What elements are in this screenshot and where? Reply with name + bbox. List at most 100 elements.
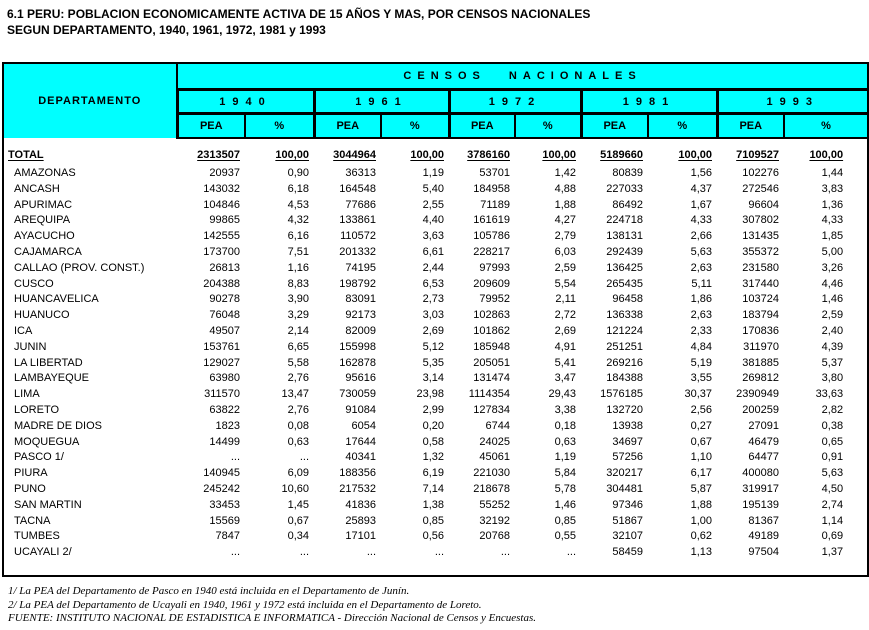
pct-cell: 3,80 [821, 372, 844, 385]
table-row: AREQUIPA 99865 4,32 133861 4,40 161619 4,27 224… [3, 213, 868, 229]
pea-cell: 170836 [742, 324, 779, 337]
pea-cell: 40341 [345, 451, 376, 464]
pea-cell: 101862 [473, 324, 510, 337]
pct-cell: 2,69 [554, 324, 576, 337]
pct-cell: 2,72 [554, 309, 576, 322]
pct-cell: 3,29 [287, 309, 309, 322]
pct-cell: 0,27 [690, 419, 712, 432]
pea-cell: 311970 [743, 340, 779, 353]
pea-cell: 97346 [612, 498, 643, 511]
pea-cell: 140945 [203, 467, 240, 480]
department-column-header: DEPARTAMENTO [3, 63, 178, 138]
pct-cell: 5,63 [821, 467, 844, 480]
pct-cell: 100,00 [678, 149, 712, 161]
pct-cell: 5,58 [287, 356, 309, 369]
pea-cell: 132720 [606, 403, 643, 416]
pct-header-1972: % [514, 113, 581, 139]
year-header-1940: 1940 [175, 89, 314, 115]
pea-header-1993: PEA [715, 113, 784, 139]
pct-cell: 30,37 [684, 388, 712, 401]
pct-cell: 8,83 [287, 277, 309, 290]
table-row: LORETO 63822 2,76 91084 2,99 127834 3,38 132720… [3, 403, 868, 419]
pct-cell: 1,14 [821, 514, 844, 527]
pct-cell: 2,76 [287, 372, 309, 385]
pct-cell: 5,84 [554, 467, 576, 480]
pea-cell: 51867 [612, 514, 643, 527]
pct-cell: 33,63 [815, 388, 844, 401]
pct-cell: 2,55 [422, 198, 444, 211]
department-cell: TACNA [14, 514, 51, 527]
pea-header-1972: PEA [447, 113, 515, 139]
pea-cell: 2390949 [736, 388, 779, 401]
pea-cell: 55252 [479, 498, 510, 511]
pea-cell: 227033 [606, 182, 643, 195]
table-row: LIMA 311570 13,47 730059 23,98 1114354 29,43 15… [3, 387, 868, 403]
pea-cell: 265435 [606, 277, 643, 290]
pea-cell: 131435 [742, 230, 779, 243]
pct-cell: 4,27 [554, 214, 576, 227]
pct-cell: ... [434, 546, 444, 559]
pct-cell: 6,19 [422, 467, 444, 480]
department-cell: TUMBES [14, 530, 60, 543]
pea-cell: 32107 [612, 530, 643, 543]
pea-cell: 63980 [209, 372, 240, 385]
pct-cell: 2,99 [422, 403, 444, 416]
table-row: AMAZONAS 20937 0,90 36313 1,19 53701 1,42 80839… [3, 166, 868, 182]
year-header-1981: 1981 [579, 89, 717, 115]
pea-cell: 17101 [345, 530, 376, 543]
table-row: SAN MARTIN 33453 1,45 41836 1,38 55252 1,46 973… [3, 498, 868, 514]
pct-cell: 1,86 [690, 293, 712, 306]
pct-cell: 2,82 [821, 403, 844, 416]
pea-cell: ... [230, 546, 240, 559]
pct-cell: 100,00 [410, 149, 444, 161]
pea-cell: 26813 [209, 261, 240, 274]
pea-cell: 13938 [612, 419, 643, 432]
pct-cell: 1,10 [690, 451, 712, 464]
pea-header-1981: PEA [579, 113, 648, 139]
pea-cell: 269812 [742, 372, 779, 385]
table-row: LAMBAYEQUE 63980 2,76 95616 3,14 131474 3,47 18… [3, 371, 868, 387]
pct-cell: 3,03 [422, 309, 444, 322]
pct-cell: 2,79 [554, 230, 576, 243]
table-row: TUMBES 7847 0,34 17101 0,56 20768 0,55 32107 0,6… [3, 529, 868, 545]
pea-cell: 17644 [345, 435, 376, 448]
pct-cell: 4,88 [554, 182, 576, 195]
pea-cell: 142555 [203, 230, 240, 243]
pea-cell: 6744 [485, 419, 510, 432]
pea-header-1940: PEA [175, 113, 245, 139]
pea-cell: 63822 [209, 403, 240, 416]
pea-cell: 3044964 [333, 149, 376, 161]
pct-cell: 1,46 [821, 293, 844, 306]
pea-cell: 90278 [209, 293, 240, 306]
pea-cell: 184958 [473, 182, 510, 195]
year-header-1972: 1972 [447, 89, 581, 115]
pea-cell: 164548 [339, 182, 376, 195]
header-row-censos: DEPARTAMENTO CENSOS NACIONALES [3, 63, 869, 138]
census-table: DEPARTAMENTO CENSOS NACIONALES 1940 1961… [2, 62, 869, 577]
pct-cell: 3,14 [422, 372, 444, 385]
pea-cell: 307802 [742, 214, 779, 227]
pct-cell: 5,40 [422, 182, 444, 195]
pct-cell: 1,42 [554, 167, 576, 179]
pea-cell: 129027 [203, 356, 240, 369]
department-cell: ICA [14, 324, 33, 337]
pea-cell: 103724 [742, 293, 779, 306]
pct-cell: ... [299, 546, 309, 559]
pct-cell: 7,51 [287, 245, 309, 258]
pct-cell: 1,32 [422, 451, 444, 464]
department-cell: LA LIBERTAD [14, 356, 83, 369]
pct-cell: 0,18 [554, 419, 576, 432]
pea-cell: 245242 [203, 482, 240, 495]
pct-cell: 3,26 [821, 261, 844, 274]
pea-cell: 92173 [345, 309, 376, 322]
pea-cell: 83091 [345, 293, 376, 306]
pea-cell: 97504 [748, 546, 779, 559]
pct-cell: 4,39 [821, 340, 844, 353]
pct-cell: 0,67 [690, 435, 712, 448]
pea-cell: ... [366, 546, 376, 559]
pea-cell: 99865 [209, 214, 240, 227]
pea-cell: 133861 [339, 214, 376, 227]
pea-cell: 77686 [345, 198, 376, 211]
table-row: CALLAO (PROV. CONST.) 26813 1,16 74195 2,44 9… [3, 261, 868, 277]
pct-cell: 7,14 [422, 482, 444, 495]
